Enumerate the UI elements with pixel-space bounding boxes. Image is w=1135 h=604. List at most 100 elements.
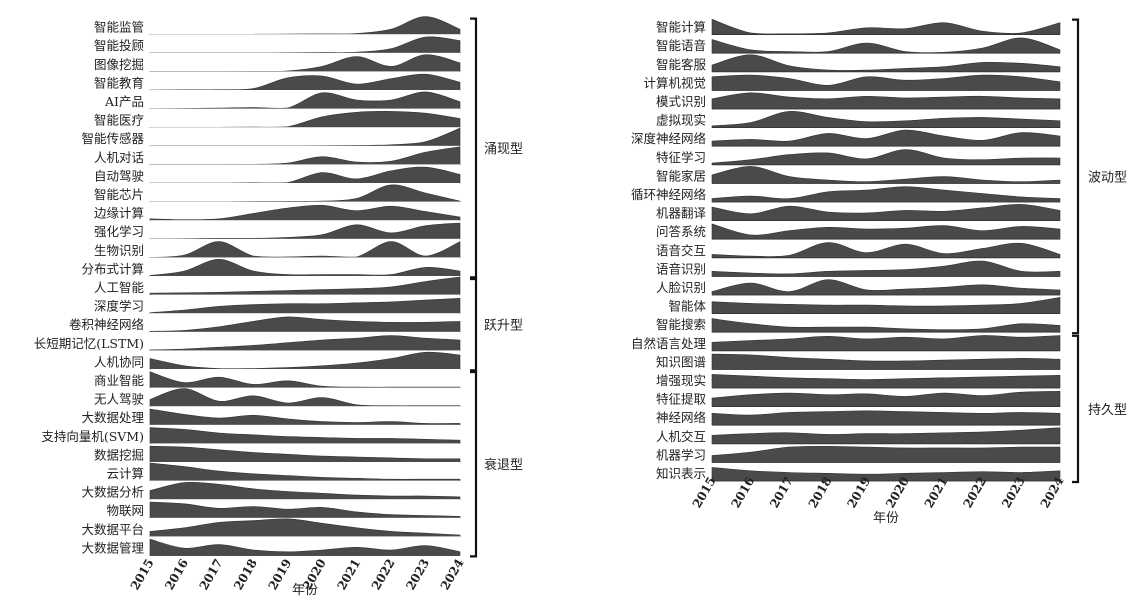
ridge-7: 特征学习 — [656, 146, 1061, 166]
ridge-3: 计算机视觉 — [643, 72, 1061, 91]
ridge-area — [149, 73, 461, 91]
ridge-area — [711, 129, 1061, 147]
ridge-15: 智能体 — [668, 295, 1061, 315]
ridge-26: 物联网 — [106, 499, 461, 519]
ridge-area — [711, 242, 1061, 259]
ridge-area — [711, 374, 1061, 389]
ridge-18: 人机协同 — [94, 350, 461, 370]
group-label: 涌现型 — [484, 142, 523, 157]
series-label: 人机对话 — [94, 150, 144, 165]
series-label: 智能计算 — [656, 20, 706, 35]
series-label: 语音交互 — [656, 243, 706, 258]
ridge-6: 智能传感器 — [81, 127, 461, 147]
ridge-12: 语音交互 — [656, 239, 1061, 259]
group-bracket: 持久型 — [1072, 334, 1127, 484]
ridge-11: 问答系统 — [656, 221, 1061, 240]
ridge-10: 边缘计算 — [94, 201, 461, 222]
series-label: 计算机视觉 — [643, 75, 706, 90]
ridge-area — [149, 388, 461, 407]
ridge-area — [711, 186, 1061, 203]
series-label: 虚拟现实 — [656, 113, 706, 128]
ridge-9: 智能芯片 — [94, 183, 461, 203]
ridge-23: 机器学习 — [656, 444, 1061, 463]
ridge-area — [149, 371, 461, 389]
ridge-21: 神经网络 — [656, 407, 1061, 426]
group-bracket: 衰退型 — [470, 370, 523, 558]
ridge-area — [149, 316, 461, 333]
series-label: 智能搜索 — [656, 317, 706, 332]
ridge-1: 智能语音 — [656, 35, 1061, 54]
ridge-4: 模式识别 — [656, 91, 1061, 110]
ridge-area — [149, 518, 461, 538]
group-label: 波动型 — [1088, 170, 1127, 185]
ridge-28: 大数据管理 — [81, 536, 461, 556]
ridge-area — [711, 390, 1061, 407]
x-tick-label: 2017 — [197, 557, 226, 593]
ridge-17: 长短期记忆(LSTM) — [34, 331, 461, 352]
ridge-21: 大数据处理 — [81, 406, 461, 426]
ridge-18: 知识图谱 — [656, 351, 1061, 370]
series-label: 循环神经网络 — [631, 187, 707, 202]
ridge-14: 人工智能 — [94, 276, 461, 296]
ridge-area — [149, 427, 461, 445]
series-label: 机器翻译 — [656, 206, 707, 221]
series-label: 特征提取 — [656, 392, 707, 407]
ridge-area — [711, 37, 1061, 54]
series-label: 大数据管理 — [81, 540, 144, 555]
x-tick-label: 2023 — [403, 557, 432, 593]
x-tick-label: 2019 — [266, 557, 295, 593]
group-label: 衰退型 — [484, 457, 523, 473]
ridge-area — [711, 54, 1061, 73]
group-label: 持久型 — [1088, 403, 1127, 418]
series-label: 人脸识别 — [656, 280, 706, 295]
series-label: 物联网 — [106, 503, 144, 518]
bracket-line — [1072, 334, 1080, 484]
ridge-area — [149, 481, 461, 500]
x-axis-title: 年份 — [292, 583, 318, 598]
ridge-0: 智能监管 — [94, 15, 461, 35]
series-label: AI产品 — [104, 94, 144, 109]
ridge-27: 大数据平台 — [81, 517, 461, 538]
x-tick-label: 2018 — [231, 557, 260, 593]
ridge-area — [149, 351, 461, 370]
ridge-area — [711, 166, 1061, 184]
series-label: 语音识别 — [656, 261, 706, 276]
ridge-2: 图像挖掘 — [94, 52, 461, 73]
ridge-area — [149, 501, 461, 519]
ridge-area — [711, 223, 1061, 240]
series-label: 智能医疗 — [94, 113, 144, 128]
ridge-8: 自动驾驶 — [94, 164, 461, 184]
series-label: 生物识别 — [94, 243, 144, 258]
x-tick-label: 2016 — [162, 557, 191, 593]
series-label: 支持向量机(SVM) — [41, 429, 144, 444]
ridge-3: 智能教育 — [94, 71, 461, 91]
series-label: 深度学习 — [94, 299, 144, 314]
ridge-background — [150, 15, 460, 35]
series-label: 数据挖掘 — [94, 447, 144, 462]
ridge-area — [711, 335, 1061, 352]
ridge-background — [150, 127, 460, 147]
ridge-area — [711, 353, 1061, 370]
ridge-22: 支持向量机(SVM) — [41, 424, 461, 445]
ridge-area — [711, 445, 1061, 463]
series-label: 人工智能 — [94, 280, 145, 295]
ridge-area — [149, 408, 461, 426]
ridge-6: 深度神经网络 — [631, 128, 1061, 147]
series-label: 长短期记忆(LSTM) — [34, 336, 144, 351]
ridge-14: 人脸识别 — [656, 277, 1061, 296]
series-label: 云计算 — [106, 466, 144, 481]
ridge-area — [711, 318, 1061, 333]
series-label: 大数据分析 — [81, 485, 144, 500]
ridge-area — [149, 204, 461, 221]
series-label: 图像挖掘 — [94, 57, 144, 72]
ridge-area — [149, 222, 461, 240]
ridge-9: 循环神经网络 — [631, 184, 1061, 203]
x-axis-title: 年份 — [873, 511, 899, 526]
series-label: 智能传感器 — [81, 131, 144, 146]
ridge-19: 商业智能 — [94, 369, 461, 389]
ridge-10: 机器翻译 — [656, 202, 1061, 222]
ridge-area — [711, 260, 1061, 277]
x-tick-label: 2024 — [438, 557, 467, 593]
ridge-area — [711, 297, 1061, 314]
